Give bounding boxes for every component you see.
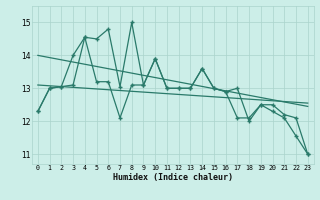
X-axis label: Humidex (Indice chaleur): Humidex (Indice chaleur) — [113, 173, 233, 182]
